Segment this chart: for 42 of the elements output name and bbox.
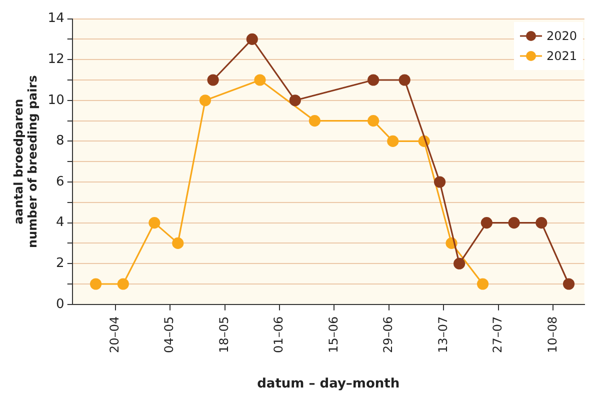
point [398,74,410,86]
point [207,74,219,86]
point [289,94,301,106]
y-tick-label: 10 [48,92,64,108]
point [246,33,258,45]
x-tick-label: 20–04 [107,316,122,353]
x-tick-label: 01–06 [272,316,286,353]
y-tick-label: 12 [48,52,64,67]
point [199,94,212,106]
legend-label: 2020 [546,29,577,43]
x-tick-label: 15–06 [326,316,340,353]
y-tick-label: 2 [56,256,64,271]
x-tick-label: 29–06 [381,316,396,353]
x-axis-title: datum – day–month [257,376,400,392]
point [508,217,520,229]
y-tick-label: 0 [56,296,64,312]
y-tick-label: 4 [56,215,64,230]
point [480,217,492,229]
point [454,258,466,270]
legend-label: 2021 [546,49,577,63]
x-tick-label: 13–07 [436,316,450,353]
point [368,74,380,86]
x-tick-label: 04–05 [162,316,176,353]
x-tick-label: 27–07 [490,316,505,353]
y-tick-label: 14 [48,11,64,26]
point [387,135,399,147]
y-tick-label: 8 [56,134,64,149]
point [476,278,489,290]
point [368,115,380,127]
point [434,176,446,188]
point [308,115,320,127]
point [117,278,129,290]
point [254,74,266,86]
y-tick-label: 6 [56,174,64,190]
point [90,278,102,290]
y-axis-title: aantal broedparen number of breeding pairs [11,75,40,248]
point [148,217,160,229]
point [562,278,575,290]
point [172,237,184,249]
x-tick-label: 10–08 [545,316,560,353]
point [536,217,548,229]
x-tick-label: 18–05 [216,316,231,353]
